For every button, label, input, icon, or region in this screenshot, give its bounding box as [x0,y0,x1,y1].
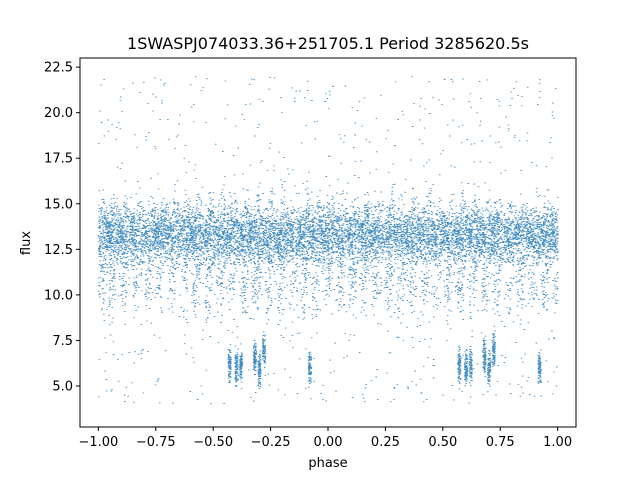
x-axis: −1.00 −0.75 −0.50 −0.25 0.00 0.25 0.50 0.75 1.00 [78,427,572,450]
y-tick-label: 5.0 [52,380,73,395]
x-tick-label: 1.00 [543,435,572,450]
y-tick-label: 7.5 [52,334,73,349]
chart-title: 1SWASPJ074033.36+251705.1 Period 3285620… [127,34,529,53]
x-tick-label: 0.75 [486,435,515,450]
y-axis: 5.0 7.5 10.0 12.5 15.0 17.5 20.0 22.5 [44,61,80,395]
x-tick-label: −0.25 [251,435,291,450]
x-tick-label: 0.25 [371,435,400,450]
y-tick-label: 20.0 [44,106,73,121]
x-tick-label: 0.00 [314,435,343,450]
y-tick-label: 22.5 [44,61,73,76]
y-tick-label: 12.5 [44,243,73,258]
x-tick-label: −1.00 [78,435,118,450]
y-axis-label: flux [19,231,34,255]
y-tick-label: 10.0 [44,288,73,303]
x-axis-label: phase [308,456,347,471]
x-tick-label: −0.50 [193,435,233,450]
x-tick-label: −0.75 [136,435,176,450]
scatter-points [97,75,559,405]
data-points [97,75,559,405]
y-tick-label: 15.0 [44,197,73,212]
x-tick-label: 0.50 [428,435,457,450]
y-tick-label: 17.5 [44,152,73,167]
